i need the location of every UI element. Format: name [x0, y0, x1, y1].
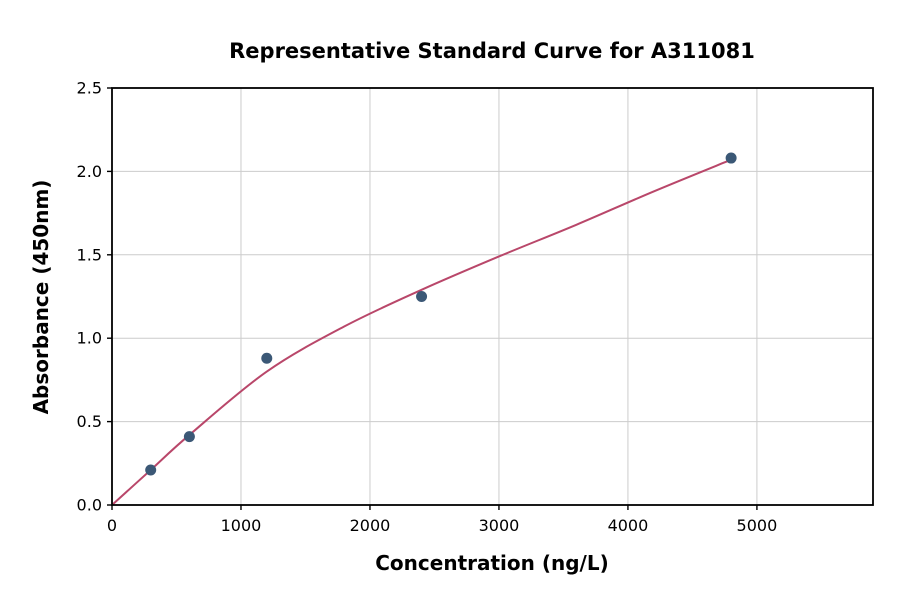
x-tick-label: 4000: [608, 516, 649, 535]
data-point: [145, 464, 157, 476]
y-tick-label: 1.0: [77, 329, 102, 348]
axis-layer: 0 1000 2000 3000 4000 5000 0.0 0.5 1.0 1.5 2.0 2.5: [77, 79, 874, 535]
data-point: [183, 431, 195, 443]
y-tick-label: 2.5: [77, 79, 102, 98]
y-tick-label: 1.5: [77, 245, 102, 264]
fit-curve: [111, 158, 732, 506]
data-layer: [111, 152, 737, 506]
x-axis-label: Concentration (ng/L): [375, 551, 608, 575]
x-tick-label: 3000: [479, 516, 520, 535]
x-tick-label: 0: [107, 516, 117, 535]
y-axis-label: Absorbance (450nm): [29, 180, 53, 415]
x-tick-label: 2000: [350, 516, 391, 535]
y-tick-label: 0.5: [77, 412, 102, 431]
x-tick-label: 1000: [221, 516, 262, 535]
grid-layer: [111, 87, 873, 506]
data-point: [725, 152, 737, 164]
data-point: [261, 352, 273, 364]
y-tick-label: 0.0: [77, 496, 102, 515]
x-tick-label: 5000: [737, 516, 778, 535]
plot-border: [111, 87, 874, 506]
y-tick-label: 2.0: [77, 162, 102, 181]
chart-title: Representative Standard Curve for A31108…: [229, 39, 755, 63]
data-point: [416, 291, 428, 302]
